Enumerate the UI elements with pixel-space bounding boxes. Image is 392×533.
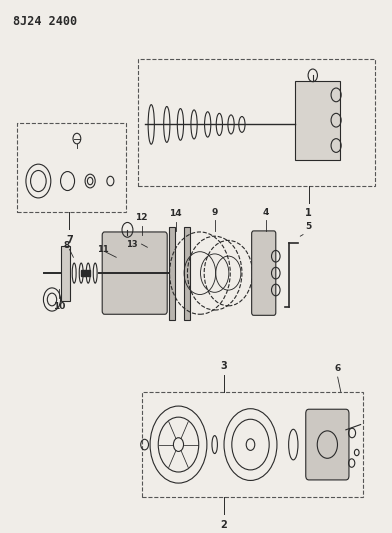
Text: 3: 3 bbox=[220, 361, 227, 371]
Text: 6: 6 bbox=[334, 364, 341, 373]
Text: 12: 12 bbox=[135, 213, 148, 222]
FancyBboxPatch shape bbox=[252, 231, 276, 316]
Text: 11: 11 bbox=[97, 245, 109, 254]
Bar bbox=[17, 123, 126, 213]
Text: 2: 2 bbox=[220, 520, 227, 529]
Text: 9: 9 bbox=[212, 208, 218, 216]
Bar bbox=[61, 246, 69, 301]
Text: 4: 4 bbox=[263, 208, 269, 216]
Bar bbox=[138, 59, 375, 186]
Text: 1: 1 bbox=[305, 208, 312, 218]
FancyBboxPatch shape bbox=[102, 232, 167, 314]
Bar bbox=[183, 227, 190, 320]
Bar bbox=[81, 270, 90, 276]
Bar bbox=[142, 392, 363, 497]
Text: 5: 5 bbox=[306, 222, 312, 231]
Bar bbox=[169, 227, 175, 320]
Bar bbox=[295, 80, 340, 160]
Text: 14: 14 bbox=[169, 209, 182, 218]
Text: 13: 13 bbox=[126, 240, 138, 248]
Text: 8: 8 bbox=[64, 241, 70, 250]
FancyBboxPatch shape bbox=[306, 409, 349, 480]
Text: 10: 10 bbox=[53, 302, 65, 311]
Text: 7: 7 bbox=[66, 235, 73, 245]
Text: 8J24 2400: 8J24 2400 bbox=[13, 14, 77, 28]
